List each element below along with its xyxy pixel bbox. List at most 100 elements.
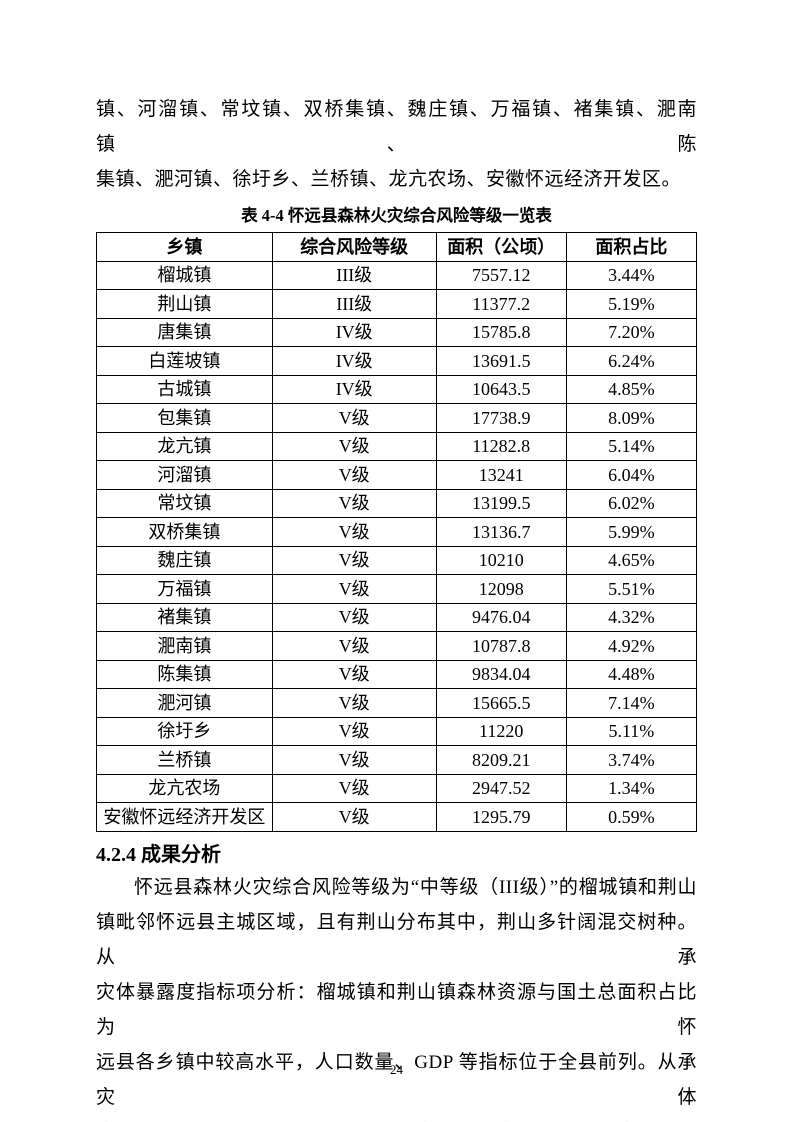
cell-risk-level: III级 xyxy=(271,289,437,319)
cell-town: 包集镇 xyxy=(96,403,273,433)
table-row: 万福镇 V级 12098 5.51% xyxy=(96,574,698,604)
cell-risk-level: V级 xyxy=(271,574,437,604)
cell-area-ratio: 4.65% xyxy=(565,545,698,575)
cell-area-ratio: 4.85% xyxy=(565,374,698,404)
cell-risk-level: V级 xyxy=(271,745,437,775)
header-area: 面积（公顷） xyxy=(435,232,567,262)
intro-paragraph: 镇、河溜镇、常坟镇、双桥集镇、魏庄镇、万福镇、褚集镇、淝南镇、陈 集镇、淝河镇、… xyxy=(96,92,697,197)
table-row: 双桥集镇 V级 13136.7 5.99% xyxy=(96,517,698,547)
table-body: 榴城镇 III级 7557.12 3.44% 荆山镇 III级 11377.2 … xyxy=(96,260,698,832)
cell-area-ratio: 7.20% xyxy=(565,317,698,347)
cell-risk-level: V级 xyxy=(271,716,437,746)
cell-town: 淝南镇 xyxy=(96,631,273,661)
cell-area: 9476.04 xyxy=(435,602,567,632)
cell-town: 陈集镇 xyxy=(96,659,273,689)
cell-area: 12098 xyxy=(435,574,567,604)
cell-town: 龙亢农场 xyxy=(96,773,273,803)
table-row: 褚集镇 V级 9476.04 4.32% xyxy=(96,602,698,632)
cell-town: 榴城镇 xyxy=(96,260,273,290)
cell-risk-level: IV级 xyxy=(271,346,437,376)
cell-town: 万福镇 xyxy=(96,574,273,604)
cell-area-ratio: 3.74% xyxy=(565,745,698,775)
table-row: 徐圩乡 V级 11220 5.11% xyxy=(96,716,698,746)
cell-area: 13136.7 xyxy=(435,517,567,547)
cell-town: 安徽怀远经济开发区 xyxy=(96,802,273,832)
cell-town: 白莲坡镇 xyxy=(96,346,273,376)
cell-area-ratio: 6.04% xyxy=(565,460,698,490)
cell-risk-level: V级 xyxy=(271,488,437,518)
cell-area-ratio: 7.14% xyxy=(565,688,698,718)
cell-town: 唐集镇 xyxy=(96,317,273,347)
cell-town: 淝河镇 xyxy=(96,688,273,718)
cell-town: 龙亢镇 xyxy=(96,431,273,461)
risk-level-table: 乡镇 综合风险等级 面积（公顷） 面积占比 榴城镇 III级 7557.12 3… xyxy=(96,232,698,832)
cell-area: 11377.2 xyxy=(435,289,567,319)
header-risk-level: 综合风险等级 xyxy=(271,232,437,262)
cell-area-ratio: 6.24% xyxy=(565,346,698,376)
cell-risk-level: III级 xyxy=(271,260,437,290)
cell-risk-level: V级 xyxy=(271,431,437,461)
paragraph-line: 远县各乡镇中较高水平，人口数量、GDP 等指标位于全县前列。从承灾体 xyxy=(96,1051,697,1108)
cell-area-ratio: 4.48% xyxy=(565,659,698,689)
cell-risk-level: V级 xyxy=(271,403,437,433)
cell-area: 11282.8 xyxy=(435,431,567,461)
table-row: 包集镇 V级 17738.9 8.09% xyxy=(96,403,698,433)
table-row: 白莲坡镇 IV级 13691.5 6.24% xyxy=(96,346,698,376)
cell-area: 13199.5 xyxy=(435,488,567,518)
cell-risk-level: V级 xyxy=(271,631,437,661)
cell-area-ratio: 5.99% xyxy=(565,517,698,547)
cell-town: 褚集镇 xyxy=(96,602,273,632)
cell-town: 双桥集镇 xyxy=(96,517,273,547)
cell-area-ratio: 1.34% xyxy=(565,773,698,803)
paragraph-line: 灾体暴露度指标项分析：榴城镇和荆山镇森林资源与国土总面积占比为怀 xyxy=(96,981,697,1038)
cell-area: 9834.04 xyxy=(435,659,567,689)
cell-area: 10787.8 xyxy=(435,631,567,661)
table-row: 兰桥镇 V级 8209.21 3.74% xyxy=(96,745,698,775)
cell-risk-level: V级 xyxy=(271,688,437,718)
table-header-row: 乡镇 综合风险等级 面积（公顷） 面积占比 xyxy=(96,232,698,262)
table-row: 淝南镇 V级 10787.8 4.92% xyxy=(96,631,698,661)
cell-area: 13691.5 xyxy=(435,346,567,376)
paragraph-line: 脆弱性指标项分析：荆山树种多为易燃类、可燃类树种，易燃树种森林蓄 xyxy=(96,1115,697,1122)
cell-town: 魏庄镇 xyxy=(96,545,273,575)
cell-area: 1295.79 xyxy=(435,802,567,832)
table-row: 榴城镇 III级 7557.12 3.44% xyxy=(96,260,698,290)
paragraph-line: 怀远县森林火灾综合风险等级为“中等级（III级）”的榴城镇和荆山 xyxy=(134,876,697,898)
table-row: 龙亢农场 V级 2947.52 1.34% xyxy=(96,773,698,803)
page-content: 镇、河溜镇、常坟镇、双桥集镇、魏庄镇、万福镇、褚集镇、淝南镇、陈 集镇、淝河镇、… xyxy=(96,0,698,1122)
cell-area: 15665.5 xyxy=(435,688,567,718)
table-row: 河溜镇 V级 13241 6.04% xyxy=(96,460,698,490)
cell-area: 13241 xyxy=(435,460,567,490)
cell-area: 11220 xyxy=(435,716,567,746)
cell-risk-level: V级 xyxy=(271,545,437,575)
cell-area-ratio: 0.59% xyxy=(565,802,698,832)
paragraph-line: 镇、河溜镇、常坟镇、双桥集镇、魏庄镇、万福镇、褚集镇、淝南镇、陈 xyxy=(96,99,697,155)
table-row: 荆山镇 III级 11377.2 5.19% xyxy=(96,289,698,319)
cell-risk-level: V级 xyxy=(271,659,437,689)
table-row: 常坟镇 V级 13199.5 6.02% xyxy=(96,488,698,518)
cell-area: 15785.8 xyxy=(435,317,567,347)
section-heading: 4.2.4 成果分析 xyxy=(96,843,221,866)
cell-area-ratio: 5.19% xyxy=(565,289,698,319)
cell-area: 10643.5 xyxy=(435,374,567,404)
cell-area-ratio: 6.02% xyxy=(565,488,698,518)
table-row: 安徽怀远经济开发区 V级 1295.79 0.59% xyxy=(96,802,698,832)
table-caption: 表 4-4 怀远县森林火灾综合风险等级一览表 xyxy=(241,206,552,225)
cell-town: 河溜镇 xyxy=(96,460,273,490)
paragraph-line: 镇毗邻怀远县主城区域，且有荆山分布其中，荆山多针阔混交树种。从承 xyxy=(96,911,697,968)
cell-town: 古城镇 xyxy=(96,374,273,404)
header-area-ratio: 面积占比 xyxy=(565,232,698,262)
header-town: 乡镇 xyxy=(96,232,273,262)
table-row: 唐集镇 IV级 15785.8 7.20% xyxy=(96,317,698,347)
cell-area-ratio: 4.32% xyxy=(565,602,698,632)
cell-risk-level: V级 xyxy=(271,802,437,832)
cell-risk-level: V级 xyxy=(271,602,437,632)
cell-area-ratio: 4.92% xyxy=(565,631,698,661)
paragraph-line: 集镇、淝河镇、徐圩乡、兰桥镇、龙亢农场、安徽怀远经济开发区。 xyxy=(96,169,682,190)
cell-town: 荆山镇 xyxy=(96,289,273,319)
table-row: 淝河镇 V级 15665.5 7.14% xyxy=(96,688,698,718)
cell-area: 10210 xyxy=(435,545,567,575)
cell-town: 兰桥镇 xyxy=(96,745,273,775)
cell-area-ratio: 3.44% xyxy=(565,260,698,290)
